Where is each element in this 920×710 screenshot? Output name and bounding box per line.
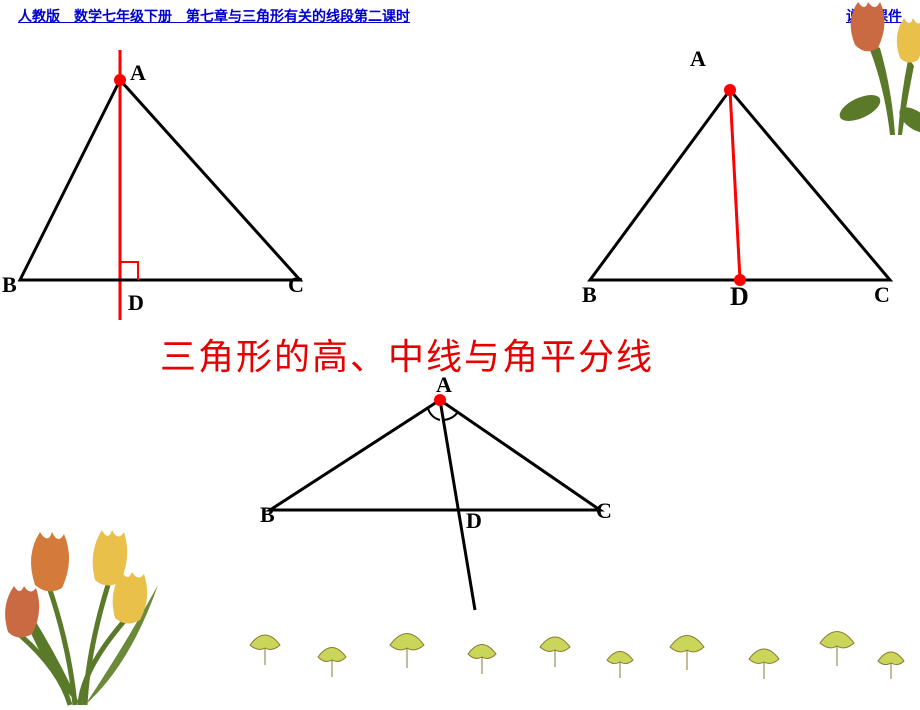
- page-title: 三角形的高、中线与角平分线: [160, 328, 654, 380]
- label-a: A: [690, 46, 706, 72]
- angle-arc-right: [444, 412, 458, 420]
- label-a: A: [436, 372, 452, 398]
- label-b: B: [582, 282, 597, 308]
- triangle-outline: [270, 400, 600, 510]
- diagram-bisector: A B C D: [240, 380, 640, 630]
- breadcrumb-link[interactable]: 人教版 数学七年级下册 第七章与三角形有关的线段第二课时: [18, 6, 410, 26]
- label-b: B: [260, 502, 275, 528]
- point-a: [114, 74, 126, 86]
- bisector-line: [440, 400, 475, 610]
- header-bar: 人教版 数学七年级下册 第七章与三角形有关的线段第二课时 说课课件: [0, 0, 920, 30]
- label-c: C: [596, 498, 612, 524]
- right-angle-mark: [120, 262, 138, 280]
- angle-arc-left: [428, 408, 440, 420]
- point-a: [724, 84, 736, 96]
- label-a: A: [130, 60, 146, 86]
- decor-flowers-top-right: [800, 0, 920, 140]
- label-d: D: [466, 508, 482, 534]
- diagram-altitude: A B C D: [0, 40, 330, 340]
- label-b: B: [2, 272, 17, 298]
- label-c: C: [874, 282, 890, 308]
- median-line: [730, 90, 740, 280]
- label-c: C: [288, 272, 304, 298]
- label-d: D: [128, 290, 144, 316]
- label-d: D: [730, 282, 749, 312]
- decor-tulips-bottom-left: [0, 470, 180, 700]
- triangle-outline: [20, 80, 300, 280]
